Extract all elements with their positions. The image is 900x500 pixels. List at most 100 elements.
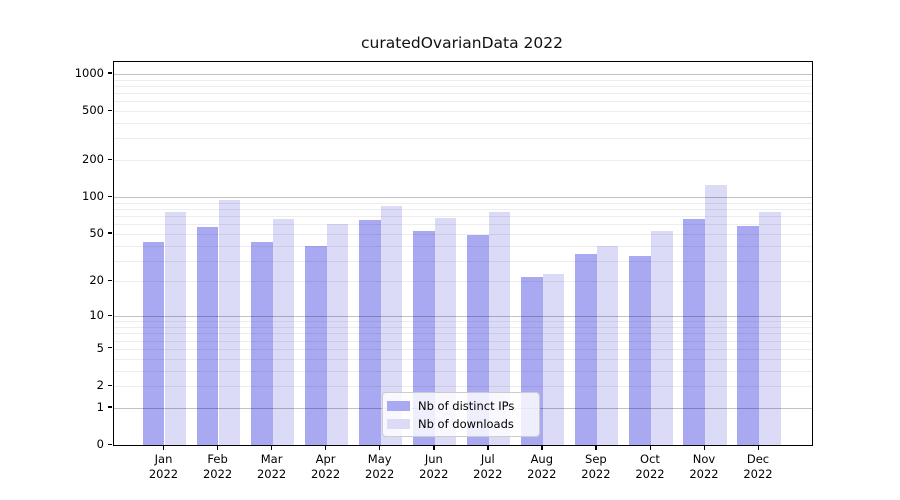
x-tick-month: Sep [585, 452, 607, 466]
bar-jun-distinct-ips [413, 230, 435, 445]
bar-aug-downloads [542, 274, 565, 445]
y-tick [108, 347, 112, 349]
x-tick-year: 2022 [365, 466, 395, 481]
minor-gridline [114, 281, 812, 283]
minor-gridline [114, 160, 812, 162]
y-tick [108, 384, 112, 386]
bar-mar-downloads [272, 219, 295, 445]
bar-jul-downloads [488, 211, 511, 445]
x-tick-year: 2022 [202, 466, 233, 481]
x-tick-month: May [367, 452, 392, 466]
y-tick-label: 0 [96, 437, 104, 451]
x-tick [487, 445, 489, 450]
x-tick-year: 2022 [256, 466, 287, 481]
bar-jan-downloads [164, 212, 187, 445]
x-tick-label-jul: Jul 2022 [460, 452, 516, 481]
minor-gridline [114, 358, 812, 360]
x-tick-label-apr: Apr 2022 [298, 452, 354, 481]
bar-jun-downloads [434, 218, 457, 445]
y-tick [108, 314, 112, 316]
y-tick-label: 200 [82, 152, 104, 167]
bar-sep-downloads [596, 245, 619, 445]
x-tick-label-may: May 2022 [352, 452, 408, 481]
bar-feb-downloads [218, 200, 241, 445]
minor-gridline [114, 321, 812, 323]
x-tick [541, 445, 543, 450]
x-tick-month: Dec [746, 452, 770, 466]
minor-gridline [114, 260, 812, 262]
x-tick-year: 2022 [581, 466, 611, 481]
plot-area [113, 61, 813, 446]
minor-gridline [114, 202, 812, 204]
minor-gridline [114, 224, 812, 226]
bar-may-downloads [380, 205, 403, 445]
minor-gridline [114, 370, 812, 372]
minor-gridline [114, 101, 812, 103]
x-tick [703, 445, 705, 450]
x-tick-year: 2022 [743, 466, 773, 481]
x-tick-month: Mar [260, 452, 283, 466]
y-tick [108, 109, 112, 111]
x-tick-month: Feb [207, 452, 228, 466]
legend-label-downloads: Nb of downloads [418, 417, 514, 431]
x-tick [433, 445, 435, 450]
y-tick-label: 10 [89, 308, 104, 323]
minor-gridline [114, 208, 812, 210]
bar-nov-downloads [705, 185, 727, 445]
y-tick [108, 279, 112, 282]
x-tick [379, 445, 381, 450]
y-tick [108, 406, 112, 408]
minor-gridline [114, 233, 812, 235]
minor-gridline [114, 138, 812, 140]
y-tick-label: 5 [96, 340, 104, 355]
minor-gridline [114, 123, 812, 124]
x-tick-year: 2022 [419, 466, 449, 481]
legend-swatch-distinct-ips [387, 401, 410, 411]
legend-label-distinct-ips: Nb of distinct IPs [418, 399, 515, 413]
x-tick [595, 445, 597, 450]
x-tick-year: 2022 [689, 466, 719, 481]
x-tick-year: 2022 [310, 466, 341, 481]
x-tick-label-aug: Aug 2022 [514, 452, 570, 481]
x-tick-month: Aug [530, 452, 554, 466]
x-tick [163, 445, 165, 450]
minor-gridline [114, 216, 812, 217]
major-gridline [114, 73, 812, 75]
bar-apr-downloads [326, 224, 349, 445]
x-tick-year: 2022 [527, 466, 557, 481]
y-tick [108, 158, 112, 160]
minor-gridline [114, 245, 812, 247]
minor-gridline [114, 327, 812, 328]
x-tick-year: 2022 [473, 466, 503, 481]
minor-gridline [114, 333, 812, 335]
y-tick-label: 100 [82, 189, 104, 204]
minor-gridline [114, 348, 812, 350]
y-tick-label: 20 [89, 273, 104, 288]
x-tick [757, 445, 759, 450]
y-tick-label: 50 [89, 225, 104, 240]
x-tick-month: Jan [154, 452, 173, 466]
y-tick [108, 232, 112, 234]
minor-gridline [114, 111, 812, 112]
y-tick-label: 500 [82, 103, 104, 117]
x-tick-month: Oct [640, 452, 660, 466]
chart-title: curatedOvarianData 2022 [361, 34, 563, 52]
y-tick-label: 1 [96, 399, 104, 414]
bar-sep-distinct-ips [575, 254, 597, 445]
y-tick [108, 72, 112, 74]
x-tick-label-dec: Dec 2022 [730, 452, 786, 481]
x-tick-label-sep: Sep 2022 [568, 452, 624, 481]
minor-gridline [114, 85, 812, 87]
y-tick [108, 443, 112, 445]
major-gridline [114, 197, 812, 199]
x-tick [271, 445, 273, 450]
minor-gridline [114, 340, 812, 342]
bar-nov-distinct-ips [683, 219, 705, 445]
minor-gridline [114, 79, 812, 81]
bar-mar-distinct-ips [251, 241, 273, 445]
bar-dec-distinct-ips [737, 225, 759, 445]
legend-swatch-downloads [387, 419, 410, 429]
x-tick-month: Jul [480, 452, 495, 466]
x-tick-label-mar: Mar 2022 [244, 452, 300, 481]
